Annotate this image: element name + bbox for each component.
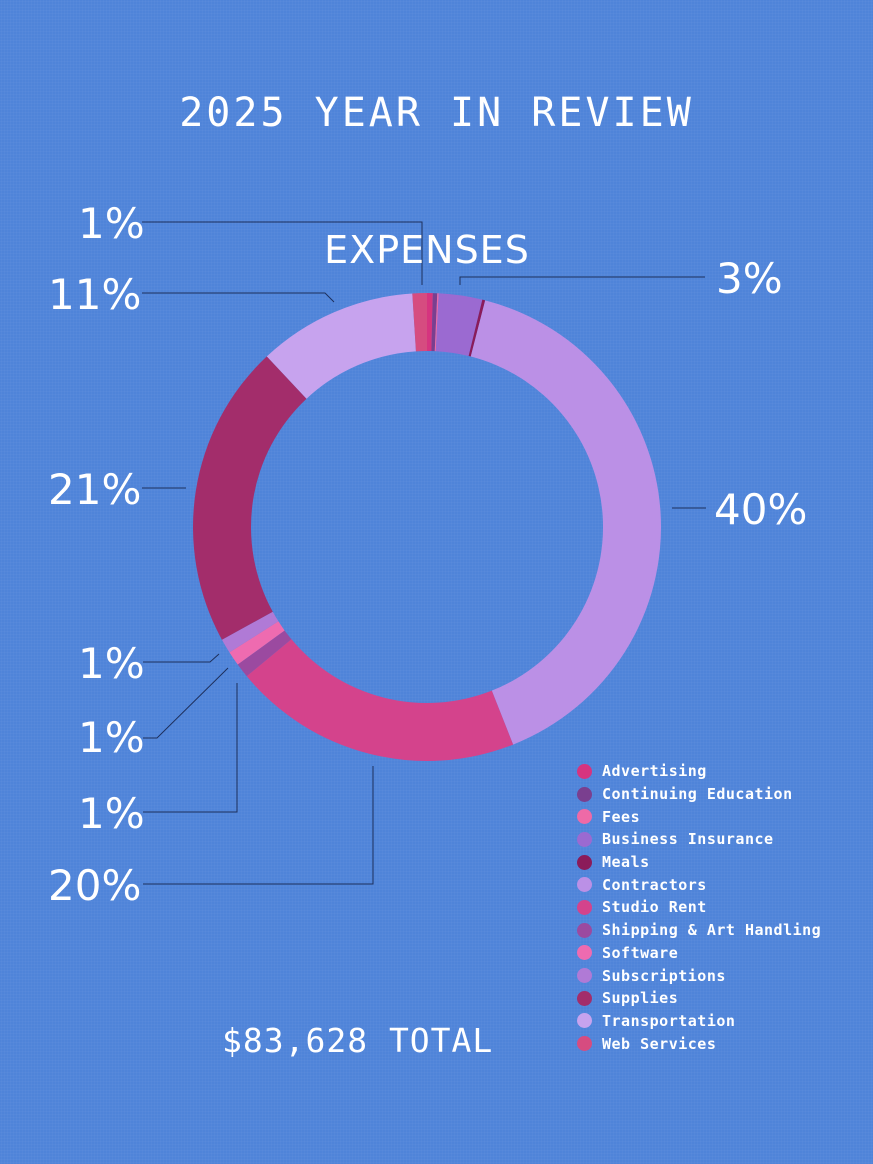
- slice-advertising: [427, 293, 433, 352]
- legend-swatch: [577, 922, 592, 938]
- pct-label-software: 1%: [78, 713, 145, 762]
- legend-label: Supplies: [602, 989, 679, 1008]
- slice-meals: [468, 299, 486, 357]
- legend-label: Contractors: [602, 875, 707, 894]
- legend-swatch: [577, 1013, 592, 1029]
- pct-label-shipping-and-art-handling: 1%: [78, 789, 145, 838]
- legend-label: Meals: [602, 853, 650, 872]
- pct-label-studio-rent: 20%: [48, 861, 141, 910]
- legend-label: Shipping & Art Handling: [602, 921, 822, 940]
- legend-swatch: [577, 786, 592, 802]
- legend-swatch: [577, 877, 592, 893]
- pct-label-subscriptions: 1%: [78, 639, 145, 688]
- legend-item-advertising: Advertising: [577, 760, 821, 783]
- legend-label: Subscriptions: [602, 966, 726, 985]
- leader-line-software: [143, 667, 229, 739]
- legend-item-fees: Fees: [577, 805, 821, 828]
- legend-swatch: [577, 968, 592, 984]
- expenses-total: $83,628 TOTAL: [222, 1021, 494, 1060]
- legend-swatch: [577, 899, 592, 915]
- pct-label-business-insurance: 3%: [716, 254, 783, 303]
- pct-label-supplies: 21%: [48, 465, 141, 514]
- slice-shipping-and-art-handling: [237, 630, 292, 677]
- legend-item-meals: Meals: [577, 851, 821, 874]
- slice-subscriptions: [221, 611, 279, 653]
- leader-line-subscriptions: [143, 653, 220, 663]
- legend-item-studio-rent: Studio Rent: [577, 896, 821, 919]
- slice-supplies: [193, 356, 307, 640]
- pct-label-contractors: 40%: [714, 485, 807, 534]
- leader-line-business-insurance: [459, 276, 705, 285]
- legend-item-supplies: Supplies: [577, 987, 821, 1010]
- legend-swatch: [577, 763, 592, 779]
- legend-item-shipping-and-art-handling: Shipping & Art Handling: [577, 919, 821, 942]
- legend-label: Fees: [602, 807, 641, 826]
- legend-label: Software: [602, 943, 679, 962]
- leader-line-shipping-and-art-handling: [143, 683, 238, 813]
- slice-continuing-education: [431, 293, 438, 352]
- legend-swatch: [577, 990, 592, 1006]
- legend-item-software: Software: [577, 942, 821, 965]
- leader-line-web-services: [142, 221, 423, 285]
- legend-item-subscriptions: Subscriptions: [577, 964, 821, 987]
- legend-swatch: [577, 831, 592, 847]
- slice-software: [229, 621, 285, 665]
- slice-fees: [434, 293, 439, 352]
- legend-label: Web Services: [602, 1034, 717, 1053]
- legend-item-contractors: Contractors: [577, 873, 821, 896]
- chart-subtitle: EXPENSES: [324, 228, 530, 272]
- legend-item-continuing-education: Continuing Education: [577, 783, 821, 806]
- chart-legend: Advertising Continuing Education Fees Busin…: [577, 760, 821, 1055]
- legend-label: Business Insurance: [602, 830, 774, 849]
- legend-label: Continuing Education: [602, 785, 793, 804]
- legend-label: Studio Rent: [602, 898, 707, 917]
- pct-label-web-services: 1%: [78, 199, 145, 248]
- slice-contractors: [470, 300, 662, 745]
- slice-studio-rent: [246, 639, 514, 761]
- legend-swatch: [577, 854, 592, 870]
- legend-item-business-insurance: Business Insurance: [577, 828, 821, 851]
- legend-label: Advertising: [602, 762, 707, 781]
- slice-transportation: [266, 293, 416, 399]
- leader-line-transportation: [142, 292, 335, 303]
- legend-item-transportation: Transportation: [577, 1010, 821, 1033]
- leader-line-studio-rent: [143, 766, 374, 885]
- page-title: 2025 YEAR IN REVIEW: [179, 90, 694, 136]
- legend-item-web-services: Web Services: [577, 1032, 821, 1055]
- legend-swatch: [577, 809, 592, 825]
- legend-swatch: [577, 945, 592, 961]
- slice-web-services: [412, 293, 427, 352]
- legend-swatch: [577, 1036, 592, 1052]
- legend-label: Transportation: [602, 1011, 736, 1030]
- pct-label-transportation: 11%: [48, 270, 141, 319]
- slice-business-insurance: [435, 293, 483, 356]
